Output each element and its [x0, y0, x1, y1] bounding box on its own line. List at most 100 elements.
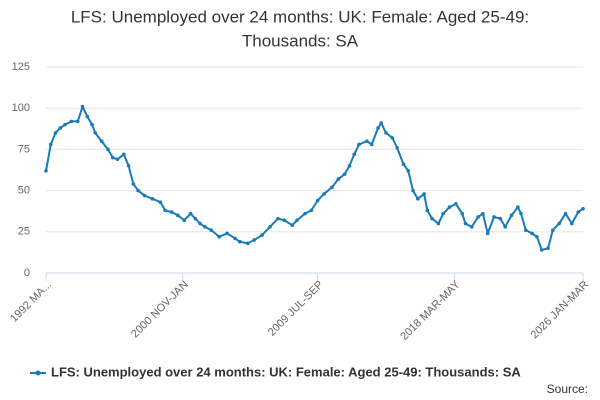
point	[44, 169, 48, 173]
point	[336, 177, 341, 181]
point	[182, 218, 187, 223]
point	[142, 193, 147, 198]
point	[576, 210, 581, 214]
y-tick-label: 25	[18, 226, 30, 238]
point	[268, 225, 272, 229]
point	[93, 131, 98, 135]
y-tick-label: 75	[18, 143, 30, 155]
point	[581, 206, 585, 211]
point	[80, 104, 85, 109]
point	[454, 201, 458, 206]
point	[203, 225, 207, 229]
point	[535, 234, 539, 239]
point	[282, 218, 287, 223]
point	[198, 221, 202, 226]
point	[441, 211, 445, 216]
point	[295, 218, 299, 223]
source: Source:	[547, 382, 588, 396]
series-line	[45, 105, 584, 251]
point	[136, 188, 140, 193]
point	[158, 200, 163, 204]
x-tick-label: 2000 NOV-JAN	[129, 279, 191, 341]
point	[436, 221, 441, 226]
point	[519, 211, 523, 216]
point	[492, 215, 496, 219]
point	[390, 136, 395, 140]
point	[516, 205, 520, 209]
point	[365, 139, 369, 143]
point	[309, 208, 314, 213]
point	[106, 147, 110, 152]
point	[131, 182, 136, 186]
point	[469, 225, 474, 229]
point	[425, 208, 430, 213]
point	[163, 208, 167, 213]
point	[384, 131, 388, 135]
point	[99, 139, 104, 143]
point	[63, 122, 67, 127]
point	[126, 164, 131, 168]
x-tick-label: 2026 JAN-MAR	[529, 279, 592, 342]
point	[570, 221, 574, 226]
y-tick-label: 125	[12, 61, 30, 73]
point	[48, 142, 53, 147]
point	[509, 213, 514, 218]
point	[411, 188, 415, 193]
point	[422, 192, 426, 196]
point	[503, 225, 507, 229]
point	[342, 172, 347, 176]
point	[209, 228, 214, 232]
legend-marker	[35, 370, 41, 376]
point	[233, 236, 237, 241]
point	[498, 216, 503, 221]
point	[463, 221, 468, 226]
point	[395, 145, 399, 150]
point	[303, 211, 307, 216]
point	[447, 205, 452, 209]
chart-title: Thousands: SA	[242, 31, 359, 50]
x-tick-label: 2009 JUL-SEP	[266, 279, 326, 339]
point	[169, 210, 174, 214]
point	[238, 239, 242, 244]
point	[406, 169, 411, 173]
point	[122, 152, 126, 157]
legend-label: LFS: Unemployed over 24 months: UK: Fema…	[51, 364, 521, 379]
point	[376, 126, 380, 130]
point	[530, 231, 534, 236]
chart-title: LFS: Unemployed over 24 months: UK: Fema…	[71, 7, 529, 26]
point	[379, 121, 384, 125]
point	[276, 216, 280, 221]
point	[401, 162, 406, 167]
point	[352, 152, 357, 157]
point	[252, 238, 256, 242]
point	[347, 164, 352, 168]
y-tick-label: 100	[12, 102, 30, 114]
point	[415, 197, 420, 201]
point	[557, 221, 561, 226]
point	[290, 223, 295, 228]
point	[485, 231, 490, 236]
point	[115, 157, 120, 162]
point	[69, 119, 74, 124]
point	[430, 216, 434, 221]
point	[476, 215, 480, 219]
point	[188, 211, 193, 216]
point	[460, 211, 465, 216]
point	[524, 228, 528, 232]
point	[85, 114, 90, 119]
point	[357, 142, 361, 147]
point	[539, 248, 544, 252]
x-tick-label: 1992 MA...	[8, 279, 54, 325]
point	[369, 142, 374, 147]
point	[110, 155, 115, 160]
y-tick-label: 50	[18, 185, 30, 197]
point	[481, 211, 485, 216]
point	[75, 119, 80, 124]
point	[176, 213, 180, 218]
point	[260, 233, 264, 237]
point	[150, 197, 155, 201]
point	[245, 241, 250, 246]
point	[322, 192, 326, 196]
point	[546, 246, 550, 251]
